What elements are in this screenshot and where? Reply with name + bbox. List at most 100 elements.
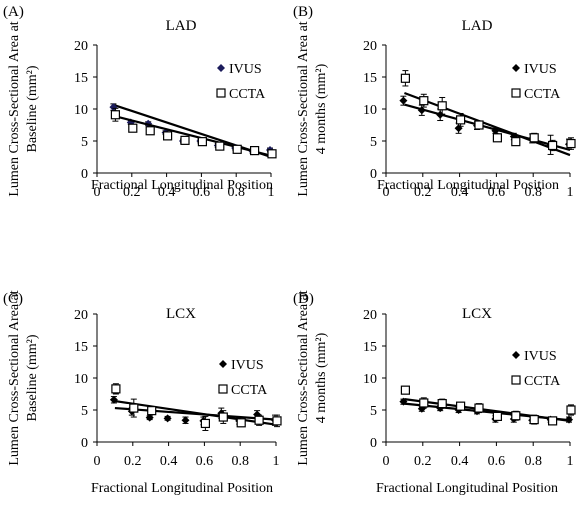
y-tick-label: 10 [74, 372, 88, 387]
data-point [419, 398, 429, 408]
x-tick-label: 0.8 [227, 185, 245, 200]
x-tick-label: 0 [383, 185, 390, 200]
chart-title: LCX [166, 306, 196, 322]
y-tick-label: 20 [74, 39, 88, 54]
data-point [437, 399, 447, 409]
y-axis-label-line-1: Lumen Cross-Sectional Area at [7, 21, 22, 196]
y-axis-label-line-1: Lumen Cross-Sectional Area at [7, 290, 22, 465]
x-tick-label: 0.6 [488, 185, 506, 200]
legend-label: IVUS [231, 358, 264, 373]
data-point [456, 115, 466, 125]
data-point [250, 146, 260, 156]
data-point [399, 96, 408, 105]
series-ccta [110, 107, 277, 159]
trend-line [404, 398, 571, 422]
y-tick-label: 20 [363, 39, 377, 54]
x-axis-label: Fractional Longitudinal Position [377, 178, 559, 193]
chart-panel-2: 0 5 10 15 20 0 0.2 0.4 0.6 0.8 1 (B) LAD Fractional L… [293, 4, 576, 200]
y-tick-label: 15 [74, 71, 88, 86]
legend-label: IVUS [524, 62, 557, 77]
legend-label: CCTA [229, 87, 266, 102]
data-point [491, 126, 500, 135]
x-tick-label: 0.6 [196, 454, 214, 469]
data-point [145, 126, 155, 136]
x-axis-label: Fractional Longitudinal Position [376, 481, 558, 496]
trend-line [114, 114, 272, 157]
legend-label: CCTA [524, 374, 561, 389]
data-point [511, 137, 521, 147]
chart-panel-3: 0 5 10 15 20 0 0.2 0.4 0.6 0.8 1 (C) LCX Fractional L… [3, 290, 282, 496]
data-point [529, 133, 539, 143]
trend-line [404, 103, 571, 152]
x-tick-label: 0.8 [524, 454, 542, 469]
data-point [565, 415, 573, 424]
y-axis-label-line-2: 4 months (mm²) [314, 332, 329, 423]
y-tick-label: 10 [363, 372, 377, 387]
data-point [436, 110, 445, 119]
chart-title: LAD [462, 18, 493, 34]
chart-title: LAD [166, 18, 197, 34]
data-point [454, 124, 463, 133]
data-point [419, 96, 429, 106]
x-tick-label: 0 [383, 454, 390, 469]
data-point [218, 412, 228, 422]
data-point [547, 140, 558, 151]
data-point [492, 133, 502, 143]
x-tick-label: 0.4 [451, 454, 469, 469]
legend-marker [218, 384, 228, 394]
y-tick-label: 5 [370, 404, 377, 419]
panel-label: (B) [293, 4, 313, 20]
data-point [145, 413, 154, 422]
x-tick-label: 0.6 [193, 185, 211, 200]
data-point [267, 149, 277, 159]
chart-panel-4: 0 5 10 15 20 0 0.2 0.4 0.6 0.8 1 (D) LCX Fractional L… [293, 290, 576, 496]
y-axis-label-line-1: Lumen Cross-Sectional Area at [296, 290, 311, 465]
data-point [511, 411, 521, 421]
y-axis-label-line-1: Lumen Cross-Sectional Area at [296, 21, 311, 196]
data-point [236, 418, 246, 428]
x-axis-label: Fractional Longitudinal Position [91, 178, 273, 193]
data-point [400, 73, 410, 83]
legend-marker [216, 88, 226, 98]
legend-marker [512, 64, 520, 72]
panel-label: (C) [3, 291, 23, 307]
legend-marker [219, 360, 227, 368]
y-tick-label: 0 [370, 436, 377, 451]
data-point [197, 137, 207, 147]
data-point [437, 101, 447, 111]
x-tick-label: 0 [94, 454, 101, 469]
data-point [163, 131, 173, 141]
data-point [110, 110, 121, 120]
trend-line [114, 399, 277, 426]
data-point [456, 401, 466, 411]
y-tick-label: 5 [81, 135, 88, 150]
data-point [181, 416, 190, 425]
panel-label: (A) [3, 4, 24, 20]
y-tick-label: 10 [74, 103, 88, 118]
data-point [215, 141, 225, 151]
data-point [111, 384, 121, 394]
y-tick-label: 15 [363, 340, 377, 355]
data-point [147, 406, 157, 416]
x-tick-label: 1 [567, 454, 574, 469]
data-point [163, 414, 172, 423]
chart-title: LCX [462, 306, 492, 322]
data-point [492, 411, 502, 421]
x-tick-label: 1 [567, 185, 574, 200]
data-point [474, 120, 484, 130]
legend-marker [217, 64, 225, 72]
data-point [129, 403, 139, 413]
legend-label: IVUS [524, 349, 557, 364]
x-tick-label: 0 [94, 185, 101, 200]
data-point [128, 123, 138, 133]
chart-panel-1: 0 5 10 15 20 0 0.2 0.4 0.6 0.8 1 (A) LAD Fractional L… [3, 4, 277, 200]
x-tick-label: 0.8 [524, 185, 542, 200]
data-point [200, 418, 210, 429]
x-axis-label: Fractional Longitudinal Position [91, 481, 273, 496]
data-point [474, 403, 484, 413]
y-tick-label: 5 [81, 404, 88, 419]
panel-label: (D) [293, 291, 314, 307]
series-ccta [111, 383, 282, 431]
data-point [566, 138, 576, 149]
